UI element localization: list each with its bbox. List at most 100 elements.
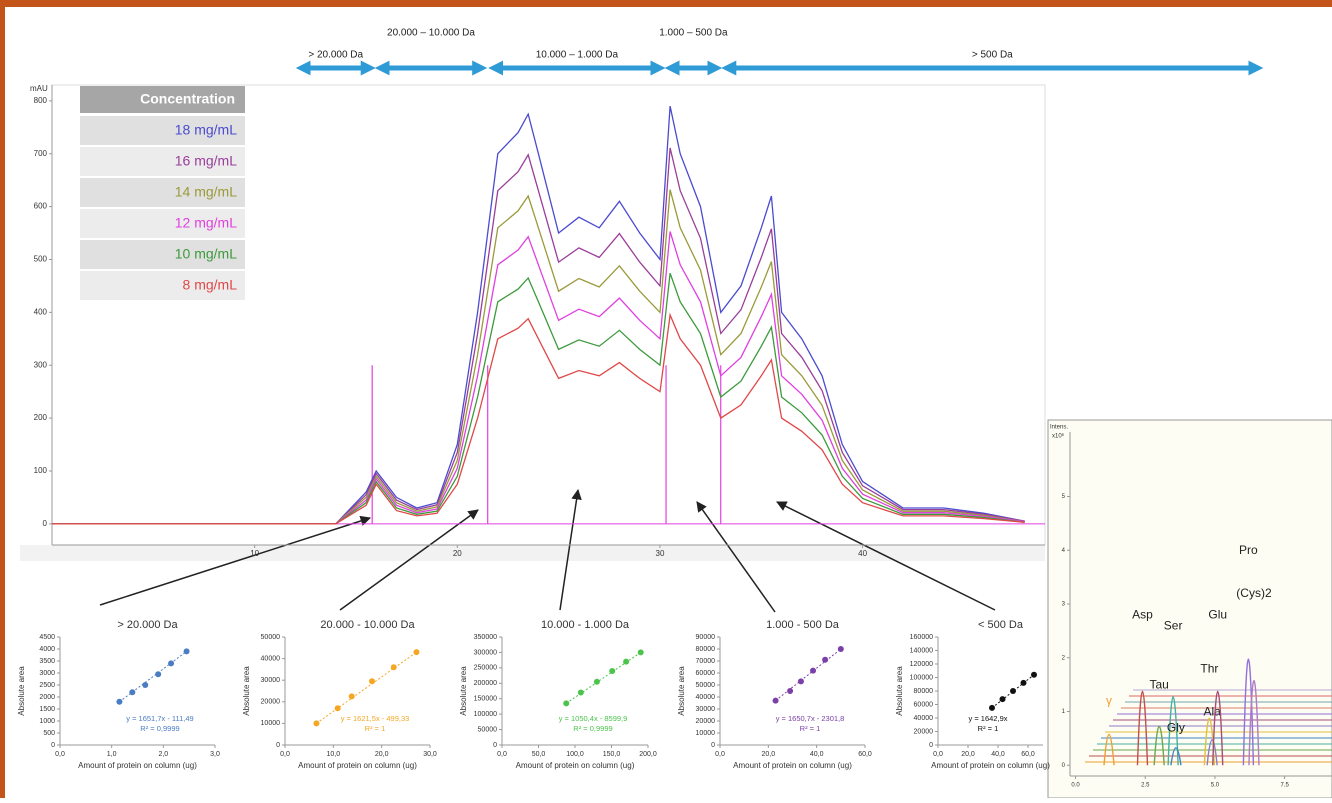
y-axis-label: Absolute area	[242, 666, 251, 716]
trendline	[119, 651, 187, 703]
y-tick-label: 2	[1062, 655, 1066, 661]
trendline	[316, 651, 417, 724]
trendline	[775, 648, 842, 701]
peak-label: (Cys)2	[1236, 586, 1272, 600]
x-tick-label: 0,0	[933, 751, 943, 758]
x-axis-label: Amount of protein on column (ug)	[298, 761, 417, 770]
point	[593, 678, 600, 685]
point	[623, 658, 630, 665]
x-tick-label: 20	[453, 549, 462, 558]
y-tick-label: 70000	[696, 658, 716, 665]
point	[334, 705, 341, 712]
y-tick-label: 4000	[39, 646, 55, 653]
y-tick-label: 0	[51, 742, 55, 749]
point	[116, 698, 123, 705]
y-tick-label: 2000	[39, 694, 55, 701]
y-axis-label: Absolute area	[895, 666, 904, 716]
x-tick-label: 200,0	[639, 751, 657, 758]
y-tick-label: 50000	[261, 634, 281, 641]
inset-frame	[1047, 419, 1332, 799]
x-tick-label: 1,0	[107, 751, 117, 758]
y-axis-label: mAU	[30, 84, 48, 93]
pointer-arrow	[339, 509, 479, 611]
x-tick-label: 20,0	[762, 751, 776, 758]
chart-title: 10.000 - 1.000 Da	[541, 619, 630, 631]
point	[1010, 688, 1016, 694]
peak-label: Asp	[1132, 608, 1153, 622]
x-tick-label: 7.5	[1280, 783, 1289, 789]
peak	[1248, 679, 1260, 766]
y-tick-label: 1	[1062, 709, 1066, 715]
y-tick-label: 80000	[696, 646, 716, 653]
legend-row	[80, 240, 245, 269]
y-tick-label: 200	[34, 413, 48, 422]
r-squared: R² = 1	[978, 724, 999, 733]
y-tick-label: 2500	[39, 682, 55, 689]
r-squared: R² = 1	[800, 724, 821, 733]
equation: y = 1651,7x - 111,49	[126, 714, 193, 723]
y-axis-unit: x10⁶	[1052, 433, 1065, 440]
legend-row	[80, 209, 245, 238]
r-squared: R² = 1	[365, 724, 386, 733]
range-label: > 20.000 Da	[308, 50, 363, 61]
chart-title: < 500 Da	[978, 619, 1024, 631]
x-tick-label: 10	[250, 549, 259, 558]
y-axis-label: Intens.	[1050, 425, 1068, 431]
range-label: 10.000 – 1.000 Da	[536, 50, 619, 61]
peak	[1170, 747, 1182, 766]
y-axis-label: Absolute area	[459, 666, 468, 716]
range-label: 1.000 – 500 Da	[659, 28, 728, 39]
y-tick-label: 4500	[39, 634, 55, 641]
y-tick-label: 0	[276, 742, 280, 749]
x-tick-label: 40	[858, 549, 867, 558]
chart-title: > 20.000 Da	[117, 619, 178, 631]
range-label: 20.000 – 10.000 Da	[387, 28, 475, 39]
y-tick-label: 80000	[914, 688, 934, 695]
legend-label: 14 mg/mL	[175, 184, 237, 200]
y-tick-label: 10000	[696, 730, 716, 737]
series-line	[52, 272, 1025, 525]
x-tick-label: 20,0	[375, 751, 389, 758]
y-tick-label: 0	[1062, 763, 1066, 769]
point	[797, 678, 804, 685]
peak	[1206, 739, 1218, 766]
point	[413, 649, 420, 656]
y-tick-label: 3	[1062, 602, 1066, 608]
y-tick-label: 50000	[478, 726, 498, 733]
point	[142, 682, 149, 688]
x-tick-label: 0,0	[715, 751, 725, 758]
pointer-arrow	[559, 488, 582, 611]
peak	[1242, 658, 1255, 766]
point	[637, 649, 644, 656]
equation: y = 1621,5x - 499,33	[341, 714, 410, 723]
peak	[1136, 691, 1149, 766]
y-tick-label: 100	[34, 466, 48, 475]
point	[183, 648, 190, 655]
y-tick-label: 20000	[696, 718, 716, 725]
series-line	[52, 147, 1025, 525]
equation: y = 1050,4x - 8599,9	[559, 714, 628, 723]
point	[837, 646, 844, 652]
y-tick-label: 3500	[39, 658, 55, 665]
peak	[1212, 691, 1224, 766]
legend-label: 16 mg/mL	[175, 153, 237, 169]
point	[313, 720, 320, 727]
pointer-arrow	[99, 515, 371, 606]
y-tick-label: 200000	[474, 680, 497, 687]
peak-label: Gly	[1167, 721, 1185, 735]
legend-label: 18 mg/mL	[175, 122, 237, 138]
point	[810, 667, 817, 674]
x-axis-label: Amount of protein on column (ug)	[931, 761, 1050, 770]
range-label: > 500 Da	[972, 50, 1013, 61]
point	[390, 664, 397, 671]
point	[772, 697, 779, 704]
y-tick-label: 250000	[474, 665, 497, 672]
peak-label: Glu	[1208, 608, 1227, 622]
y-axis-label: Absolute area	[677, 666, 686, 716]
legend-label: 10 mg/mL	[175, 246, 237, 262]
y-tick-label: 90000	[696, 634, 716, 641]
y-tick-label: 30000	[261, 677, 281, 684]
x-tick-label: 60,0	[1021, 751, 1035, 758]
axis-band	[20, 545, 1045, 561]
inset-panel	[1047, 419, 1332, 799]
